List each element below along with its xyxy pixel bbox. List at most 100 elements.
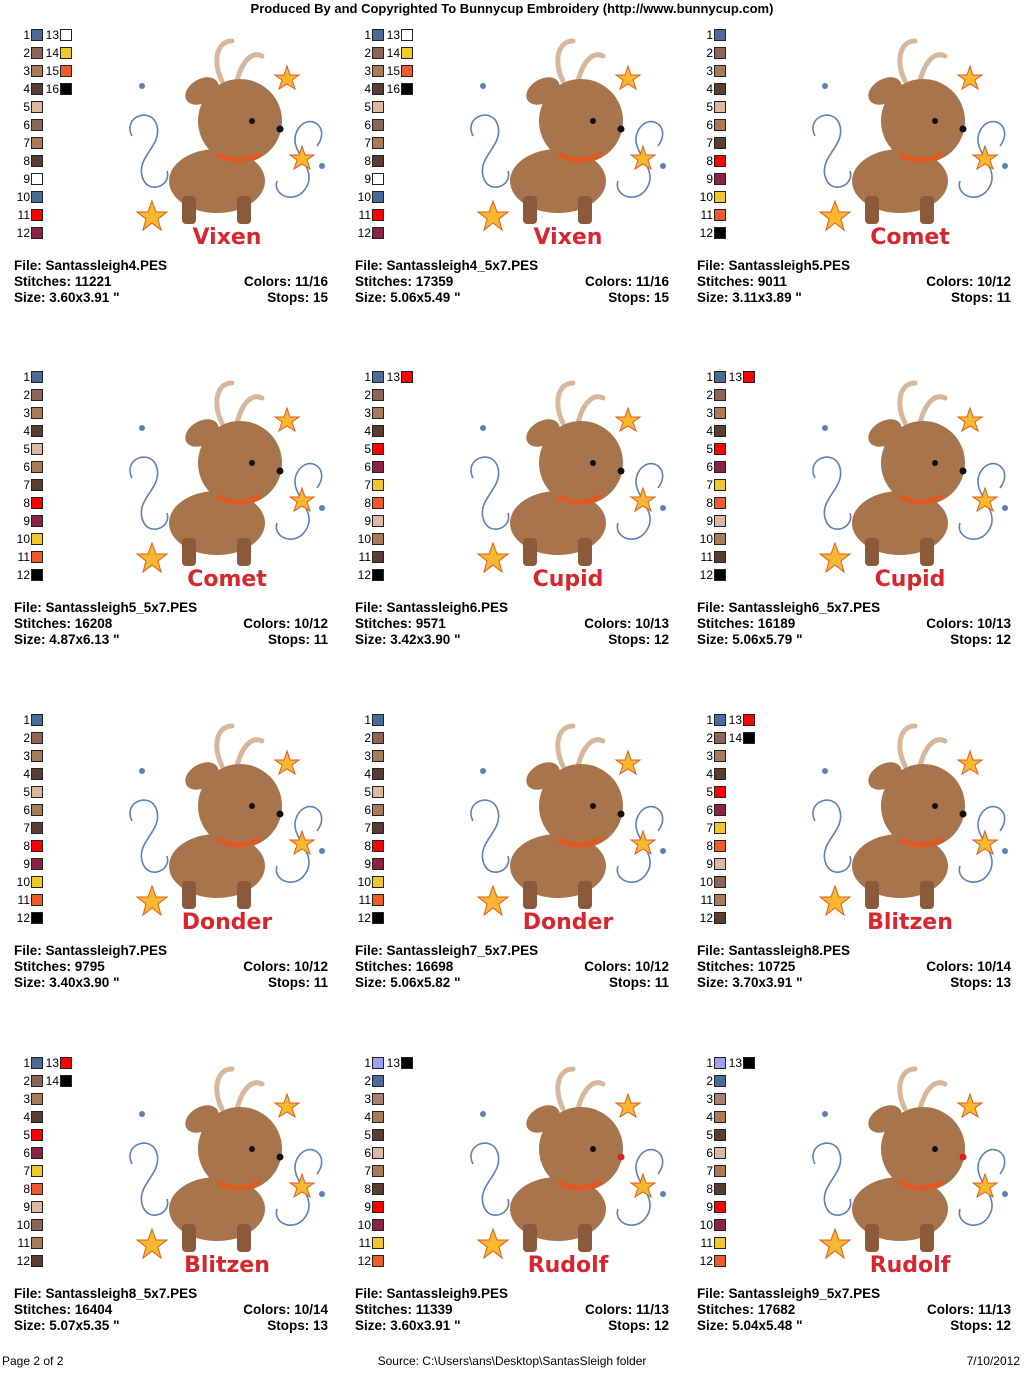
thread-swatch: 12 (695, 909, 726, 927)
thread-swatch: 5 (695, 1126, 726, 1144)
swatch-number: 8 (23, 1182, 30, 1196)
star-icons (476, 1092, 657, 1260)
eye-icon (590, 1146, 596, 1152)
file-name: File: Santassleigh7_5x7.PES (355, 943, 539, 958)
thread-swatch: 12 (12, 224, 43, 242)
thread-swatch: 1 (695, 1054, 726, 1072)
swatch-number: 6 (364, 1146, 371, 1160)
swatch-number: 2 (23, 731, 30, 745)
stitch-count: Stitches: 9011 (697, 274, 788, 289)
stitch-count: Stitches: 16404 (14, 1302, 113, 1317)
thread-swatch: 11 (12, 891, 43, 909)
swatch-number: 2 (23, 1074, 30, 1088)
eye-icon (932, 803, 938, 809)
file-name: File: Santassleigh4_5x7.PES (355, 258, 539, 273)
swatch-number: 11 (358, 550, 371, 564)
dot-icon (822, 1111, 828, 1117)
thread-swatch: 8 (695, 494, 726, 512)
swatch-color-box (372, 443, 384, 455)
thread-swatch: 1 (353, 368, 384, 386)
swatch-number: 8 (706, 1182, 713, 1196)
swatch-color-box (372, 732, 384, 744)
swatch-color-box (31, 750, 43, 762)
thread-swatch: 5 (695, 783, 726, 801)
thread-swatch: 5 (12, 440, 43, 458)
nose-icon (276, 467, 284, 475)
swatch-color-box (714, 786, 726, 798)
swatch-color-box (714, 822, 726, 834)
vixen-reindeer-embroidery-icon: Vixen (112, 26, 342, 256)
stop-count: Stops: 11 (608, 975, 669, 990)
thread-swatch: 9 (12, 170, 43, 188)
swatch-color-box (31, 551, 43, 563)
swatch-color-box (372, 461, 384, 473)
swatch-number: 9 (364, 857, 371, 871)
swatch-number: 11 (700, 550, 713, 564)
swatch-number: 3 (364, 749, 371, 763)
swatch-number: 5 (23, 442, 30, 456)
swatch-color-box (372, 1219, 384, 1231)
swatch-number: 4 (364, 424, 371, 438)
donder-reindeer-embroidery-icon: Donder (112, 711, 342, 941)
swatch-number: 7 (364, 136, 371, 150)
swatch-color-box (714, 551, 726, 563)
swatch-number: 2 (706, 731, 713, 745)
swatch-number: 3 (23, 749, 30, 763)
nose-icon (276, 125, 284, 133)
thread-swatch: 6 (353, 1144, 384, 1162)
swatch-color-box (31, 371, 43, 383)
swatch-color-box (401, 371, 413, 383)
thread-swatch: 10 (12, 1216, 43, 1234)
reindeer-ear (185, 77, 219, 105)
swatch-number: 8 (706, 839, 713, 853)
swatch-color-box (31, 912, 43, 924)
color-count: Colors: 11/16 (584, 274, 669, 289)
thread-swatch: 1 (12, 26, 43, 44)
swatch-color-box (714, 768, 726, 780)
swatch-color-box (31, 1111, 43, 1123)
swatch-color-box (31, 1093, 43, 1105)
design-info: File: Santassleigh7.PES Stitches: 9795 C… (14, 943, 328, 991)
thread-swatch: 10 (695, 1216, 726, 1234)
file-name: File: Santassleigh8.PES (697, 943, 851, 958)
swatch-number: 1 (364, 28, 371, 42)
swatch-color-box (714, 750, 726, 762)
thread-swatch: 13 (726, 368, 755, 386)
thread-swatch: 8 (12, 152, 43, 170)
swatch-number: 1 (706, 1056, 713, 1070)
thread-swatch: 12 (12, 566, 43, 584)
collar-icon (215, 836, 262, 848)
blitzen-reindeer-embroidery-icon: Blitzen (112, 1054, 342, 1284)
swatch-number: 12 (699, 1254, 713, 1268)
reindeer-head (198, 1107, 282, 1191)
thread-swatch: 9 (353, 170, 384, 188)
swatch-number: 11 (358, 208, 371, 222)
color-count: Colors: 11/13 (584, 1302, 669, 1317)
nose-icon (617, 467, 625, 475)
swatch-color-box (31, 65, 43, 77)
swatch-color-box (714, 1237, 726, 1249)
swatch-color-box (60, 1075, 72, 1087)
star-icons (135, 406, 316, 574)
thread-swatch: 1 (353, 26, 384, 44)
eye-icon (590, 460, 596, 466)
swatch-number: 5 (364, 785, 371, 799)
swatch-number: 3 (706, 749, 713, 763)
swatch-number: 13 (728, 1056, 742, 1070)
swatch-color-box (31, 461, 43, 473)
swatch-number: 6 (364, 118, 371, 132)
comet-reindeer-embroidery-icon: Comet (795, 26, 1024, 256)
swatch-number: 15 (45, 64, 59, 78)
swatch-number: 4 (23, 767, 30, 781)
stop-count: Stops: 12 (608, 1318, 669, 1333)
design-size: Size: 3.40x3.90 " (14, 975, 120, 990)
design-info: File: Santassleigh4_5x7.PES Stitches: 17… (355, 258, 669, 306)
swatch-number: 12 (699, 911, 713, 925)
thread-swatch: 8 (353, 1180, 384, 1198)
thread-swatch: 3 (353, 747, 384, 765)
swatch-number: 1 (706, 713, 713, 727)
swatch-color-box (743, 732, 755, 744)
antlers-icon (214, 1066, 265, 1112)
swatch-number: 9 (23, 857, 30, 871)
thread-swatch: 7 (353, 476, 384, 494)
